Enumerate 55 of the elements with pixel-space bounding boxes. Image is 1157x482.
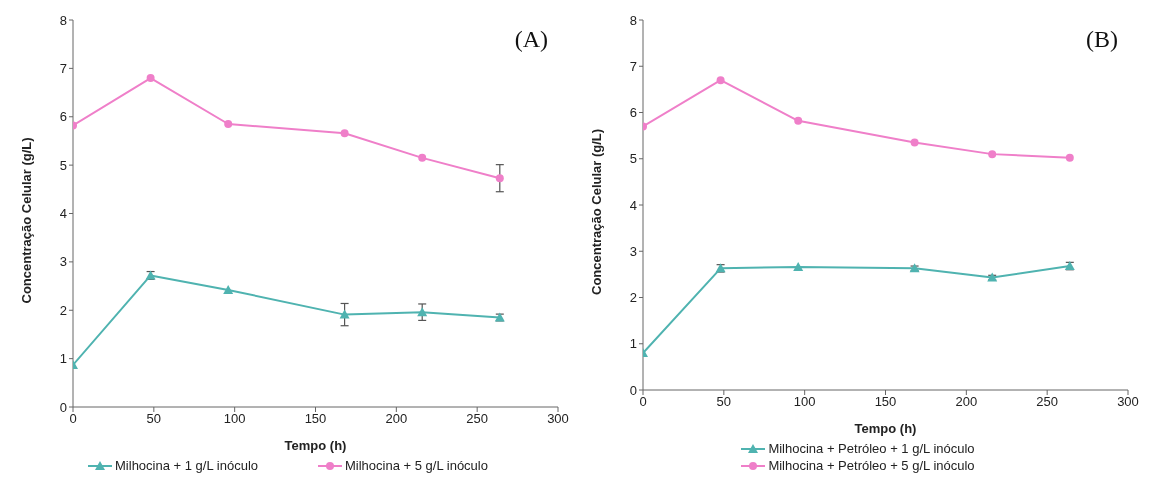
y-tick-label: 6	[629, 105, 637, 121]
y-tick-label: 3	[59, 254, 67, 270]
x-tick-label: 100	[793, 394, 816, 410]
point	[988, 150, 997, 159]
legend-label: Milhocina + 1 g/L inóculo	[114, 458, 258, 473]
x-tick-label: 0	[639, 394, 647, 410]
x-tick-label: 250	[466, 411, 489, 427]
x-tick-label: 200	[955, 394, 978, 410]
y-tick-label: 5	[59, 157, 67, 173]
y-tick-label: 1	[629, 336, 637, 352]
y-tick-label: 7	[59, 60, 67, 76]
y-tick-label: 3	[629, 243, 637, 259]
x-tick-label: 50	[716, 394, 732, 410]
annotation: (B)	[1086, 26, 1118, 53]
y-tick-label: 5	[629, 151, 637, 167]
point	[340, 129, 349, 138]
x-tick-label: 50	[146, 411, 162, 427]
point	[418, 153, 427, 162]
y-axis-title: Concentração Celular (g/L)	[588, 128, 604, 295]
point	[794, 116, 803, 125]
point	[1065, 153, 1074, 162]
y-axis-title: Concentração Celular (g/L)	[18, 137, 34, 304]
x-tick-label: 150	[304, 411, 327, 427]
point	[417, 307, 428, 317]
point	[339, 309, 350, 319]
y-tick-label: 1	[59, 351, 67, 367]
y-tick-label: 0	[629, 382, 637, 398]
point	[223, 284, 234, 294]
x-tick-label: 300	[547, 411, 569, 427]
y-tick-label: 8	[59, 12, 67, 28]
legend-label: Milhocina + 5 g/L inóculo	[344, 458, 488, 473]
point	[716, 76, 725, 85]
y-tick-label: 8	[629, 12, 637, 28]
y-tick-label: 2	[59, 302, 67, 318]
x-axis-title: Tempo (h)	[854, 421, 917, 436]
x-tick-label: 100	[223, 411, 246, 427]
y-tick-label: 6	[59, 109, 67, 125]
point	[910, 138, 919, 147]
y-tick-label: 4	[629, 197, 637, 213]
legend-label: Milhocina + Petróleo + 5 g/L inóculo	[767, 458, 975, 473]
x-axis-title: Tempo (h)	[284, 438, 347, 453]
x-tick-label: 250	[1036, 394, 1059, 410]
x-tick-label: 200	[385, 411, 408, 427]
point	[224, 120, 233, 129]
point	[793, 261, 804, 271]
x-tick-label: 150	[874, 394, 897, 410]
x-tick-label: 300	[1117, 394, 1139, 410]
annotation: (A)	[514, 26, 548, 53]
y-tick-label: 7	[629, 58, 637, 74]
point	[146, 74, 155, 83]
point	[495, 174, 504, 183]
y-tick-label: 4	[59, 206, 67, 222]
legend-label: Milhocina + Petróleo + 1 g/L inóculo	[767, 441, 975, 456]
y-tick-label: 2	[629, 290, 637, 306]
x-tick-label: 0	[69, 411, 77, 427]
